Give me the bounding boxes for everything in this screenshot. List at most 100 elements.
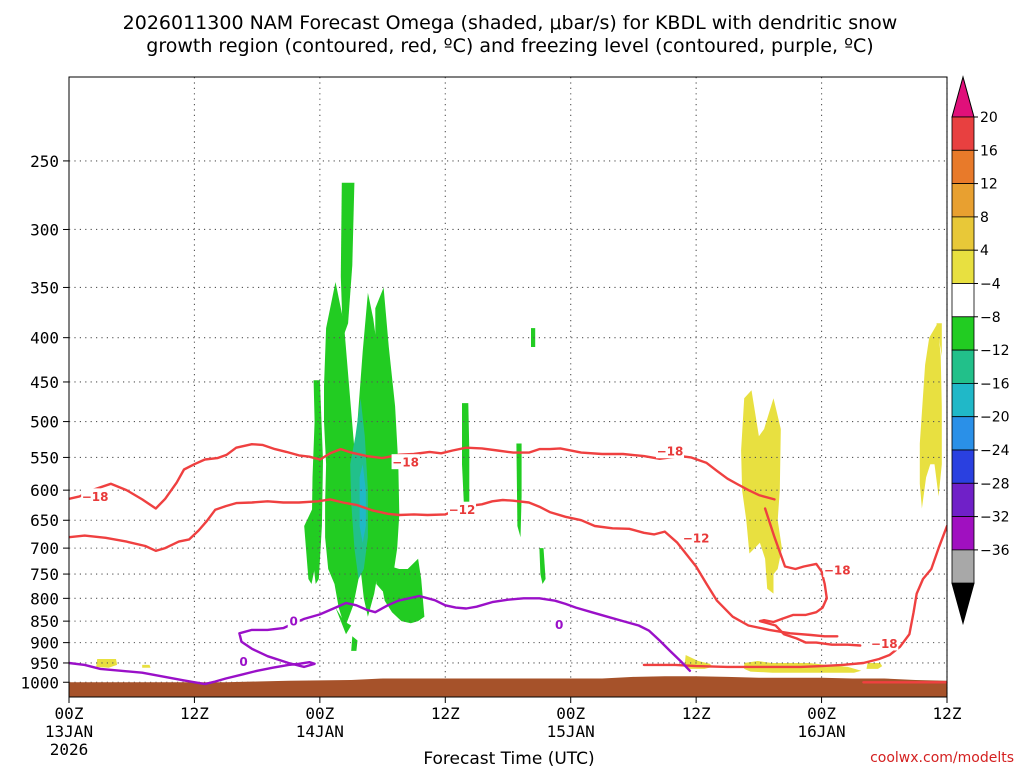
omega-green-region-11 [335, 607, 352, 635]
x-tick-label-h24-line1: 00Z [305, 704, 334, 723]
colorbar-band-13 [951, 549, 975, 584]
contour-label-bg-9 [237, 653, 250, 669]
freezing-level-contour-0 [69, 594, 692, 686]
colorbar-label-9: −20 [980, 410, 1010, 426]
plot-frame [68, 76, 948, 698]
y-tick-label-1000: 1000 [20, 673, 59, 692]
omega-green-region-8 [516, 443, 522, 538]
omega-green-region-0 [340, 182, 355, 338]
colorbar-label-4: 4 [980, 243, 989, 259]
y-tick-label-650: 650 [30, 511, 59, 530]
colorbar-band-8 [951, 382, 975, 418]
contour-label-6: −12 [683, 531, 710, 545]
colorbar-band-9 [951, 416, 975, 451]
y-tick-label-950: 950 [30, 654, 59, 673]
colorbar-label-8: −16 [980, 376, 1010, 392]
omega-green-region-5 [311, 380, 323, 584]
y-tick-label-900: 900 [30, 634, 59, 653]
colorbar-label-12: −32 [980, 510, 1010, 526]
contour-label-bg-4 [870, 635, 899, 651]
colorbar-band-12 [951, 516, 975, 551]
colorbar-bottom-cap [951, 582, 975, 626]
colorbar-label-6: −8 [980, 310, 1001, 326]
x-tick-label-h36-line1: 12Z [431, 704, 460, 723]
x-tick-label-h60-line1: 12Z [682, 704, 711, 723]
x-tick-label-h24-line2: 14JAN [296, 722, 344, 741]
colorbar-band-1 [951, 149, 975, 185]
omega-green-region-1 [324, 282, 364, 628]
colorbar-label-1: 16 [980, 143, 998, 159]
contour-label-9: 0 [239, 655, 247, 669]
colorbar-label-5: −4 [980, 277, 1001, 293]
contour-label-bg-3 [823, 562, 852, 578]
terrain-ground [69, 676, 947, 697]
minus-18c-contour-1 [758, 507, 862, 647]
omega-cyan-region-0 [359, 464, 366, 543]
colorbar-band-7 [951, 349, 975, 384]
y-tick-label-850: 850 [30, 612, 59, 631]
contour-label-7: 0 [290, 615, 298, 629]
x-axis-label: Forecast Time (UTC) [423, 749, 594, 768]
colorbar: 20 16 12 8 4 −4 −8 −12 −16 −20 −24 −28 −32 −36 [951, 75, 1010, 626]
colorbar-label-3: 8 [980, 210, 989, 226]
contour-label-5: −12 [449, 503, 476, 517]
colorbar-band-10 [951, 449, 975, 484]
contour-label-3: −18 [824, 564, 851, 578]
contour-label-8: 0 [555, 618, 563, 632]
y-tick-label-800: 800 [30, 589, 59, 608]
omega-yellow-region-5 [866, 663, 883, 669]
x-tick-label-h84-line1: 12Z [933, 704, 962, 723]
omega-green-region-12 [351, 636, 358, 651]
contour-label-0: −18 [82, 490, 109, 504]
colorbar-band-5 [951, 283, 975, 318]
y-axis: 250 300 350 400 450 500 550 600 650 700 750 800 850 9… [20, 152, 69, 692]
y-tick-label-750: 750 [30, 565, 59, 584]
contour-label-bg-5 [448, 501, 477, 517]
contour-label-4: −18 [871, 637, 898, 651]
colorbar-label-11: −28 [980, 476, 1010, 492]
colorbar-label-0: 20 [980, 110, 998, 126]
omega-yellow-region-1 [919, 323, 942, 509]
x-tick-label-h48-line2: 15JAN [547, 722, 595, 741]
chart-title-line2: growth region (contoured, red, ºC) and f… [146, 35, 873, 57]
x-tick-label-h0-line2: 13JAN [45, 722, 93, 741]
contour-label-bg-0 [81, 488, 110, 504]
x-tick-label-h72-line2: 16JAN [797, 722, 845, 741]
colorbar-label-13: −36 [980, 543, 1010, 559]
contour-label-bg-6 [682, 529, 711, 545]
colorbar-label-10: −24 [980, 443, 1010, 459]
colorbar-label-2: 12 [980, 177, 998, 193]
y-tick-label-400: 400 [30, 329, 59, 348]
y-tick-label-500: 500 [30, 413, 59, 432]
colorbar-label-7: −12 [980, 343, 1010, 359]
y-tick-label-700: 700 [30, 539, 59, 558]
y-tick-label-350: 350 [30, 278, 59, 297]
x-tick-label-h0-line3: 2026 [50, 740, 89, 759]
minus-18c-contour-2 [642, 524, 947, 669]
colorbar-band-0 [951, 116, 975, 151]
omega-yellow-region-0 [741, 390, 782, 594]
contour-label-bg-7 [287, 613, 300, 629]
credit-text: coolwx.com/modelts [870, 750, 1014, 766]
x-tick-label-h0-line1: 00Z [55, 704, 84, 723]
omega-yellow-region-2 [936, 323, 942, 356]
contour-label-bg-8 [553, 616, 566, 632]
x-tick-label-h48-line1: 00Z [556, 704, 585, 723]
omega-green-region-4 [380, 558, 425, 624]
y-tick-label-600: 600 [30, 481, 59, 500]
omega-green-region-7 [462, 403, 470, 509]
x-tick-label-h12-line1: 12Z [180, 704, 209, 723]
omega-green-region-9 [531, 328, 536, 347]
colorbar-band-6 [951, 316, 975, 351]
contour-label-layer: −18 −18 −18 −18 −18 −12 −12 0 0 0 [81, 443, 899, 669]
y-tick-label-450: 450 [30, 373, 59, 392]
y-tick-label-300: 300 [30, 220, 59, 239]
omega-yellow-region-7 [142, 664, 151, 668]
x-tick-label-h72-line1: 00Z [807, 704, 836, 723]
contour-label-bg-1 [391, 454, 420, 470]
y-tick-label-250: 250 [30, 152, 59, 171]
omega-green-region-10 [539, 548, 546, 584]
